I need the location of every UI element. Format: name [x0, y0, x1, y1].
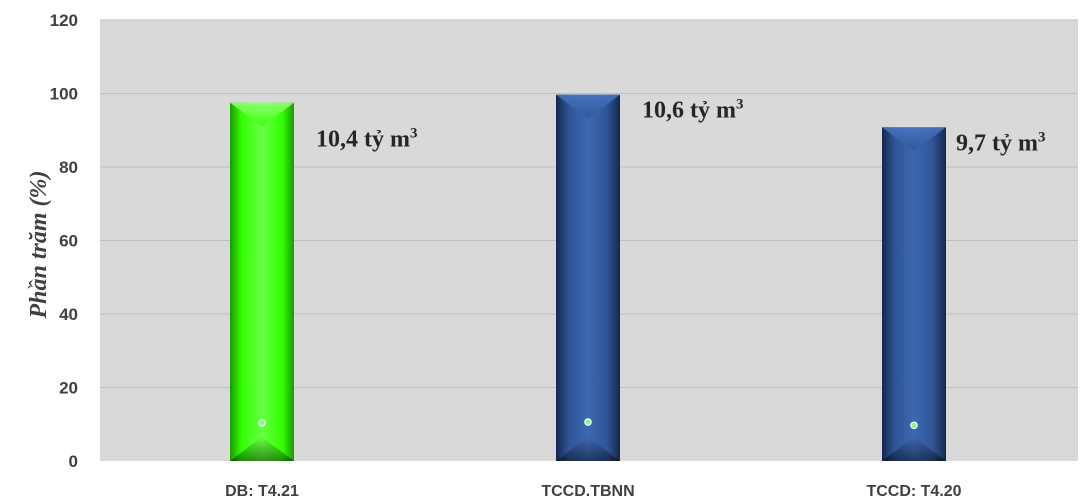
bar-top-bevel	[230, 102, 294, 127]
y-tick-label: 120	[50, 11, 78, 30]
x-tick-label: TCCD.TBNN	[541, 483, 634, 500]
x-tick-label: TCCD: T4.20	[866, 483, 961, 500]
bar-body	[230, 102, 294, 461]
bar-top-bevel	[882, 127, 946, 152]
x-axis-labels: DB: T4.21 TCCD.TBNN TCCD: T4.20	[225, 483, 962, 500]
secondary-marker	[258, 418, 266, 427]
bar-body	[882, 127, 946, 461]
y-tick-label: 20	[59, 379, 78, 398]
y-tick-label: 0	[69, 452, 78, 471]
data-label: 10,4 tỷ m3	[316, 126, 417, 153]
bar-base-bevel	[230, 437, 294, 461]
x-tick-label: DB: T4.21	[225, 483, 299, 500]
bar-base-bevel	[556, 437, 620, 461]
y-axis-ticks: 0 20 40 60 80 100 120	[50, 11, 78, 471]
bar-base-bevel	[882, 437, 946, 461]
data-label: 9,7 tỷ m3	[956, 129, 1045, 156]
secondary-marker	[910, 421, 918, 430]
y-axis-title: Phần trăm (%)	[26, 170, 52, 319]
bars	[230, 94, 946, 461]
bar-2	[556, 94, 620, 461]
y-tick-label: 60	[59, 232, 78, 251]
bar-top-bevel	[556, 94, 620, 119]
bar-body	[556, 94, 620, 461]
y-tick-label: 80	[59, 158, 78, 177]
secondary-marker	[584, 418, 592, 426]
y-tick-label: 40	[59, 305, 78, 324]
data-labels: 10,4 tỷ m3 10,6 tỷ m3 9,7 tỷ m3	[316, 97, 1045, 157]
data-label: 10,6 tỷ m3	[642, 97, 743, 124]
bar-3	[882, 127, 946, 461]
bar-1	[230, 102, 294, 461]
y-tick-label: 100	[50, 85, 78, 104]
